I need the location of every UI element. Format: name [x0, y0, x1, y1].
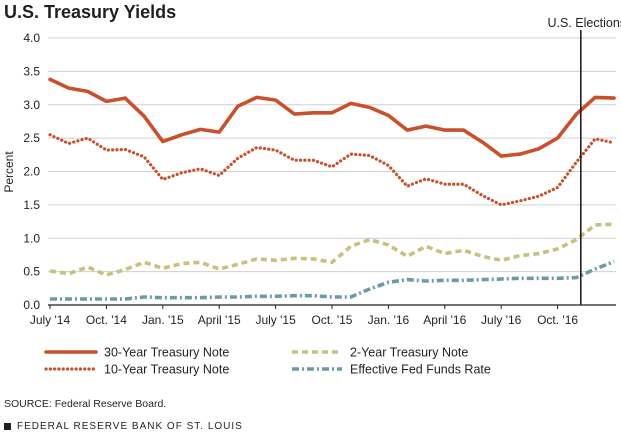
legend-label-0: 30-Year Treasury Note — [104, 346, 229, 360]
y-tick-label: 0.5 — [23, 265, 40, 279]
y-axis-label: Percent — [2, 151, 16, 193]
x-tick-label: Jan. '15 — [142, 313, 184, 327]
x-tick-label: Oct. '15 — [312, 313, 353, 327]
series-line-1 — [48, 133, 616, 207]
y-tick-label: 1.0 — [23, 231, 40, 245]
legend-label-1: 10-Year Treasury Note — [104, 363, 229, 377]
series-line-2 — [49, 222, 615, 277]
legend: 30-Year Treasury Note 10-Year Treasury No… — [44, 346, 491, 377]
election-label: U.S. Elections — [548, 16, 621, 30]
y-axis-ticks: 0.0 0.5 1.0 1.5 2.0 2.5 3.0 3.5 4.0 — [23, 31, 40, 312]
x-tick-label: July '15 — [255, 313, 296, 327]
y-tick-label: 1.5 — [23, 198, 40, 212]
footer-org: FEDERAL RESERVE BANK OF ST. LOUIS — [17, 421, 243, 432]
y-tick-label: 2.5 — [23, 131, 40, 145]
footer: FEDERAL RESERVE BANK OF ST. LOUIS — [4, 421, 243, 432]
x-tick-label: Oct. '14 — [86, 313, 127, 327]
y-tick-label: 4.0 — [23, 31, 40, 45]
footer-square-icon — [4, 423, 11, 430]
source-note: SOURCE: Federal Reserve Board. — [4, 398, 167, 410]
x-tick-label: July '16 — [481, 313, 522, 327]
x-tick-label: Oct. '16 — [537, 313, 578, 327]
x-tick-label: April '16 — [423, 313, 466, 327]
x-tick-label: Jan. '16 — [368, 313, 410, 327]
series-line-0 — [48, 77, 616, 158]
legend-label-2: 2-Year Treasury Note — [350, 346, 468, 360]
y-tick-label: 2.0 — [23, 165, 40, 179]
series-lines — [48, 77, 616, 301]
y-tick-label: 3.0 — [23, 98, 40, 112]
x-axis-ticks: July '14 Oct. '14 Jan. '15 April '15 July '1… — [30, 305, 578, 327]
x-tick-label: April '15 — [198, 313, 241, 327]
y-tick-label: 3.5 — [23, 64, 40, 78]
chart-area: 0.0 0.5 1.0 1.5 2.0 2.5 3.0 3.5 4.0 July '14 Oct.… — [2, 16, 621, 377]
series-line-3 — [50, 259, 615, 301]
y-tick-label: 0.0 — [23, 298, 40, 312]
chart-title: U.S. Treasury Yields — [4, 2, 177, 22]
x-tick-label: July '14 — [30, 313, 71, 327]
election-annotation: U.S. Elections — [548, 16, 621, 305]
gridlines — [48, 37, 616, 273]
legend-label-3: Effective Fed Funds Rate — [350, 363, 491, 377]
